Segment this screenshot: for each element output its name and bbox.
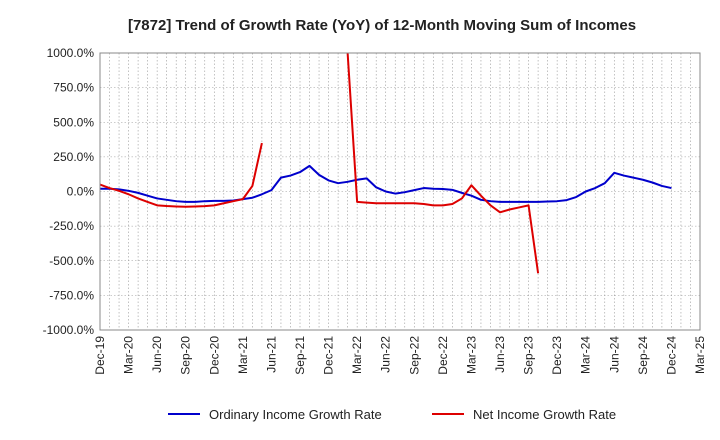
x-tick-label: Jun-24	[607, 336, 621, 373]
x-tick-label: Dec-19	[93, 336, 107, 375]
x-tick-label: Mar-21	[236, 336, 250, 374]
x-tick-label: Jun-23	[493, 336, 507, 373]
x-tick-label: Jun-20	[150, 336, 164, 373]
x-tick-label: Dec-20	[207, 336, 221, 375]
x-tick-label: Mar-25	[693, 336, 707, 374]
series-line-2	[346, 53, 540, 274]
x-tick-label: Dec-23	[550, 336, 564, 375]
x-tick-label: Dec-24	[664, 336, 678, 375]
x-tick-label: Jun-21	[264, 336, 278, 373]
plot-frame	[99, 52, 701, 331]
x-tick-label: Jun-22	[379, 336, 393, 373]
y-tick-label: -250.0%	[49, 219, 94, 233]
x-axis: Dec-19 Mar-20 Jun-20 Sep-20 Dec-20 Mar-21 Jun-…	[93, 336, 707, 375]
y-tick-label: 750.0%	[53, 81, 94, 95]
x-tick-label: Sep-22	[407, 336, 421, 375]
y-tick-label: -1000.0%	[43, 323, 95, 337]
series-line-1	[100, 164, 672, 203]
legend-label-2: Net Income Growth Rate	[473, 407, 616, 422]
y-tick-label: -750.0%	[49, 288, 94, 302]
y-tick-label: 250.0%	[53, 150, 94, 164]
x-tick-label: Mar-22	[350, 336, 364, 374]
x-tick-label: Sep-20	[179, 336, 193, 375]
y-axis: 1000.0% 750.0% 500.0% 250.0% 0.0% -250.0% -500…	[43, 46, 95, 337]
chart-title: [7872] Trend of Growth Rate (YoY) of 12-…	[128, 17, 636, 34]
x-tick-label: Mar-24	[579, 336, 593, 374]
x-tick-label: Sep-24	[636, 336, 650, 375]
x-tick-label: Sep-21	[293, 336, 307, 375]
x-tick-label: Sep-23	[522, 336, 536, 375]
legend-label-1: Ordinary Income Growth Rate	[209, 407, 382, 422]
series-layer	[100, 53, 672, 274]
y-tick-label: 500.0%	[53, 115, 94, 129]
y-tick-label: 0.0%	[67, 185, 95, 199]
x-tick-label: Mar-20	[122, 336, 136, 374]
legend: Ordinary Income Growth Rate Net Income Gr…	[168, 407, 616, 422]
x-tick-label: Dec-21	[322, 336, 336, 375]
y-tick-label: 1000.0%	[47, 46, 95, 60]
x-tick-label: Dec-22	[436, 336, 450, 375]
y-tick-label: -500.0%	[49, 254, 94, 268]
x-tick-label: Mar-23	[464, 336, 478, 374]
series-line-2	[100, 142, 263, 208]
grid	[100, 52, 700, 331]
